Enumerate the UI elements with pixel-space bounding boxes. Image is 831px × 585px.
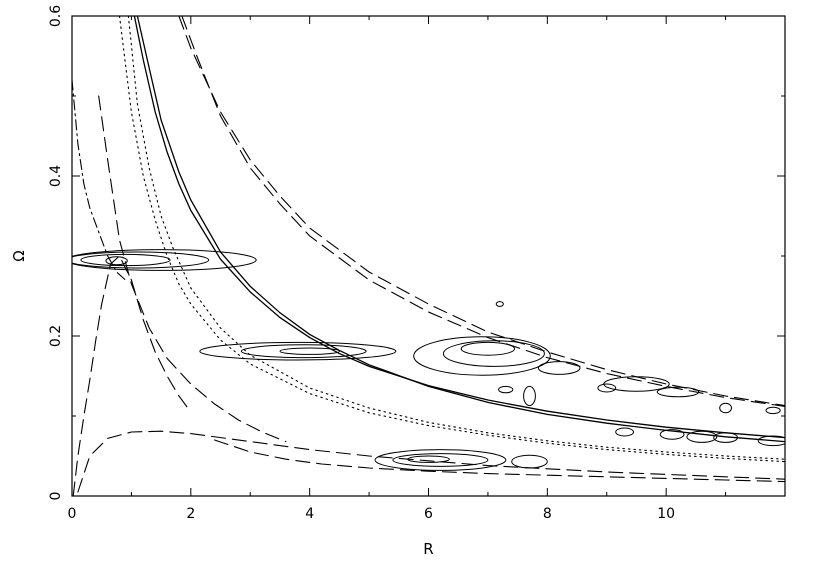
contour-ring-3: [72, 249, 257, 271]
contour-ring-27: [765, 406, 781, 415]
series-line-9: [98, 95, 287, 443]
x-axis-label: R: [423, 540, 433, 558]
x-tick-label: 8: [543, 506, 552, 522]
contour-ring-24: [757, 435, 785, 447]
ticks-layer: 0 2 4 6 8 10 0 0.2 0.4 0.6: [48, 5, 785, 522]
x-tick-label: 0: [68, 506, 77, 522]
y-tick-label: 0.4: [48, 165, 64, 187]
contour-ring-23: [713, 432, 738, 443]
contour-ring-17: [407, 455, 450, 463]
series-line-8: [72, 255, 192, 496]
contour-ring-7: [199, 341, 397, 361]
contour-ring-1: [80, 253, 171, 267]
contour-ring-9: [442, 340, 545, 367]
contour-ring-15: [498, 385, 514, 394]
contour-ring-18: [392, 453, 489, 467]
x-tick-label: 2: [186, 506, 195, 522]
series-line-3: [178, 16, 785, 407]
series-line-7: [72, 79, 127, 281]
contour-ring-19: [374, 449, 507, 471]
contour-ring-28: [597, 383, 617, 393]
contours-layer: [72, 249, 785, 471]
contour-ring-5: [279, 347, 340, 355]
y-tick-label: 0: [48, 492, 64, 501]
contour-ring-22: [686, 430, 718, 443]
plot-frame: [71, 15, 786, 497]
series-line-1: [133, 16, 785, 439]
x-tick-label: 10: [657, 506, 675, 522]
y-tick-label: 0.6: [48, 5, 64, 27]
contour-ring-26: [719, 402, 732, 414]
contour-ring-14: [523, 385, 536, 407]
contour-ring-2: [72, 251, 210, 269]
contour-ring-16: [495, 301, 504, 307]
series-line-4: [181, 16, 785, 407]
contour-ring-11: [537, 361, 581, 375]
series-line-2: [136, 16, 785, 443]
contour-ring-10: [413, 336, 551, 376]
series-line-10: [77, 430, 785, 493]
x-tick-label: 4: [305, 506, 314, 522]
contour-ring-13: [656, 386, 700, 398]
x-tick-label: 6: [424, 506, 433, 522]
y-tick-label: 0.2: [48, 325, 64, 347]
curves-layer: [72, 16, 785, 496]
contour-ring-8: [460, 341, 516, 356]
contour-ring-6: [240, 344, 367, 359]
contour-ring-4: [105, 256, 128, 266]
series-line-11: [214, 439, 785, 483]
contour-ring-25: [615, 427, 634, 437]
contour-ring-21: [659, 429, 685, 440]
y-axis-label: Ω: [10, 250, 28, 261]
series-line-6: [127, 16, 785, 460]
contour-ring-20: [511, 454, 548, 469]
series-line-5: [118, 16, 785, 463]
contour-ring-12: [603, 376, 670, 392]
